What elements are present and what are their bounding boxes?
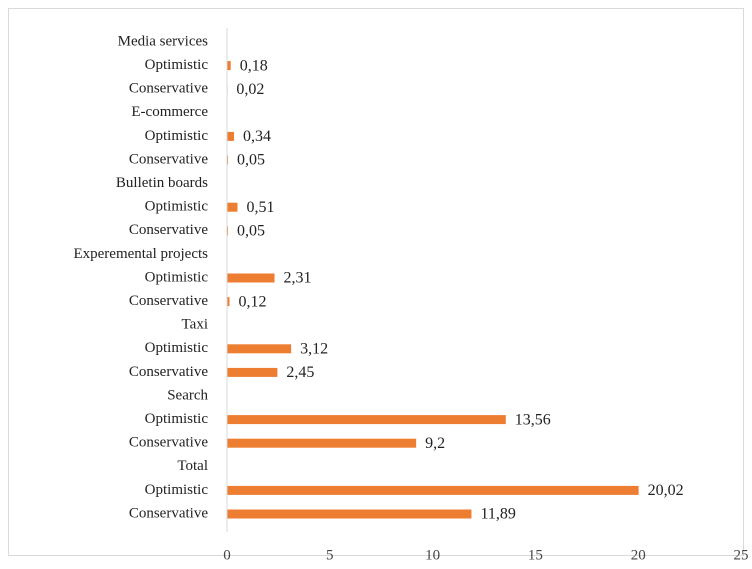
- bar: [227, 202, 238, 212]
- group-label: Taxi: [182, 317, 208, 333]
- data-label: 11,89: [480, 506, 515, 523]
- bar: [227, 226, 229, 236]
- bar: [227, 61, 231, 71]
- bar: [227, 155, 229, 165]
- x-tick-label: 5: [326, 547, 334, 563]
- category-labels: Media services Optimistic Conservative E-co…: [73, 33, 208, 521]
- data-label: 0,05: [237, 222, 265, 239]
- bar: [227, 297, 230, 307]
- group-label: Experemental projects: [73, 246, 208, 262]
- data-label: 20,02: [648, 482, 684, 499]
- scenario-label: Optimistic: [145, 340, 209, 356]
- scenario-label: Optimistic: [145, 269, 209, 285]
- group-label: Search: [167, 387, 208, 403]
- data-label: 9,2: [425, 435, 445, 452]
- x-tick-label: 20: [631, 547, 646, 563]
- scenario-label: Conservative: [129, 435, 208, 451]
- data-label: 0,12: [238, 293, 266, 310]
- data-label: 0,02: [236, 81, 264, 98]
- scenario-label: Optimistic: [145, 482, 209, 498]
- bar: [227, 273, 275, 283]
- axes: 0 5 10 15 20 25: [223, 28, 749, 563]
- scenario-label: Conservative: [129, 364, 208, 380]
- scenario-label: Conservative: [129, 222, 208, 238]
- chart-frame: [8, 8, 744, 556]
- bar: [227, 485, 639, 495]
- scenario-label: Conservative: [129, 293, 208, 309]
- bar: [227, 367, 278, 377]
- data-label: 2,45: [286, 364, 314, 381]
- scenario-label: Conservative: [129, 505, 208, 521]
- data-label: 0,18: [240, 57, 268, 74]
- group-label: Total: [177, 458, 208, 474]
- group-label: E-commerce: [131, 104, 208, 120]
- data-label: 0,05: [237, 152, 265, 169]
- x-tick-label: 0: [223, 547, 231, 563]
- scenario-label: Optimistic: [145, 199, 209, 215]
- bar: [227, 344, 292, 354]
- bar: [227, 131, 234, 141]
- bar: [227, 415, 506, 425]
- scenario-label: Optimistic: [145, 411, 209, 427]
- group-label: Media services: [118, 33, 209, 49]
- bar: [227, 438, 417, 448]
- scenario-label: Conservative: [129, 151, 208, 167]
- scenario-label: Optimistic: [145, 57, 209, 73]
- data-label: 0,51: [246, 199, 274, 216]
- data-label: 0,34: [243, 128, 271, 145]
- bar: [227, 509, 472, 519]
- x-tick-label: 10: [425, 547, 440, 563]
- scenario-label: Optimistic: [145, 128, 209, 144]
- x-tick-label: 15: [528, 547, 543, 563]
- bars: [227, 61, 639, 519]
- group-label: Bulletin boards: [116, 175, 208, 191]
- data-labels: 0,18 0,02 0,34 0,05 0,51 0,05 2,31 0,12 3,12 2,45…: [236, 57, 683, 522]
- data-label: 3,12: [300, 340, 328, 357]
- scenario-label: Conservative: [129, 81, 208, 97]
- data-label: 13,56: [515, 411, 551, 428]
- data-label: 2,31: [283, 270, 311, 287]
- x-tick-label: 25: [734, 547, 749, 563]
